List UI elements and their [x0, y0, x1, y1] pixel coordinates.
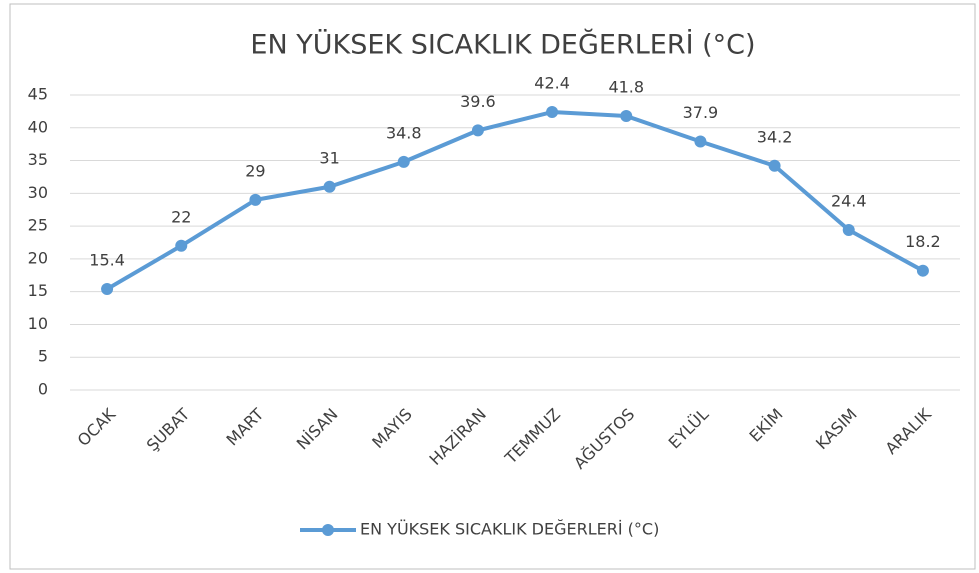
data-point — [546, 106, 559, 119]
data-label: 39.6 — [460, 92, 496, 111]
data-label: 34.8 — [386, 123, 422, 142]
data-label: 34.2 — [757, 127, 793, 146]
chart-border — [9, 3, 976, 570]
data-point — [101, 283, 114, 296]
y-tick-label: 0 — [38, 380, 48, 399]
y-tick-label: 35 — [28, 150, 48, 169]
series-line — [106, 110, 924, 291]
y-tick-label: 45 — [28, 85, 48, 104]
data-point — [471, 124, 484, 137]
legend-marker — [322, 524, 334, 536]
data-label: 24.4 — [831, 192, 867, 211]
data-label: 41.8 — [608, 77, 644, 96]
data-label: 37.9 — [683, 103, 719, 122]
y-tick-label: 20 — [28, 248, 48, 267]
y-tick-label: 15 — [28, 281, 48, 300]
data-label: 29 — [245, 161, 265, 180]
data-point — [916, 264, 929, 277]
y-tick-label: 10 — [28, 314, 48, 333]
data-point — [175, 239, 188, 252]
legend-label: EN YÜKSEK SICAKLIK DEĞERLERİ (°C) — [360, 520, 659, 539]
data-label: 42.4 — [534, 74, 570, 93]
y-tick-label: 40 — [28, 117, 48, 136]
data-point — [842, 224, 855, 237]
data-point — [397, 155, 410, 168]
data-label: 15.4 — [89, 251, 125, 270]
data-point — [768, 159, 781, 172]
data-point — [620, 109, 633, 122]
data-label: 31 — [319, 148, 339, 167]
y-tick-label: 30 — [28, 183, 48, 202]
y-tick-label: 5 — [38, 347, 48, 366]
chart-title: EN YÜKSEK SICAKLIK DEĞERLERİ (°C) — [250, 29, 755, 61]
data-label: 22 — [171, 207, 191, 226]
y-tick-label: 25 — [28, 216, 48, 235]
data-label: 18.2 — [905, 232, 941, 251]
data-point — [323, 180, 336, 193]
data-point — [249, 193, 262, 206]
data-point — [694, 135, 707, 148]
